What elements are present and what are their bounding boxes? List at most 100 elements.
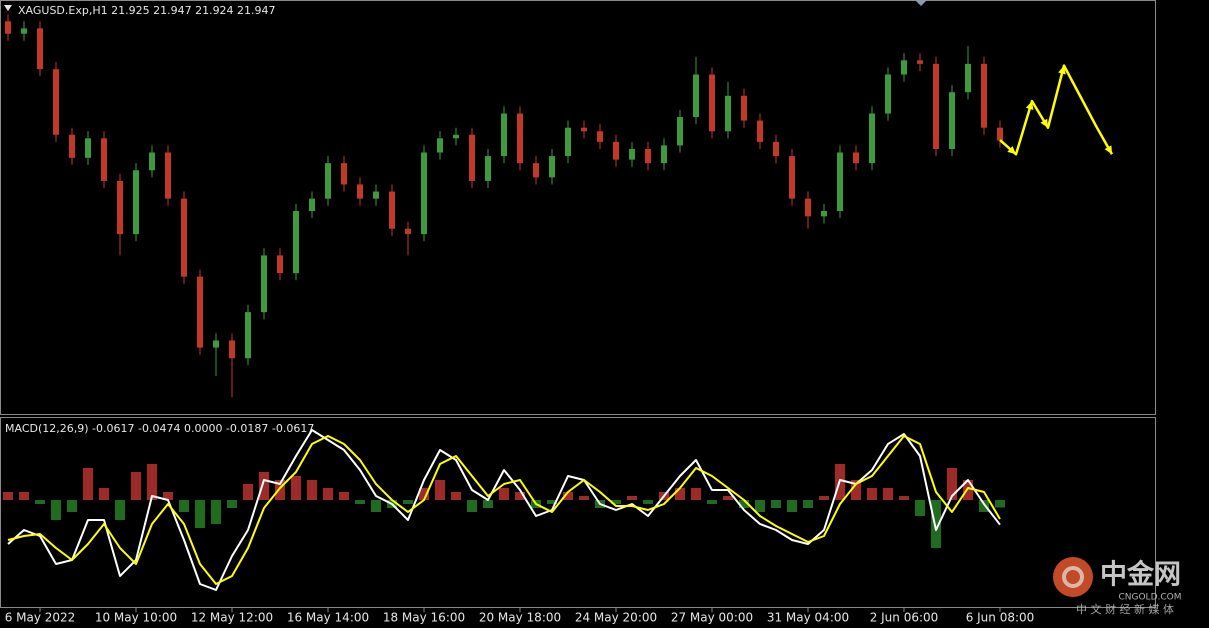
candle-body bbox=[421, 152, 427, 235]
histogram-bar bbox=[67, 500, 77, 512]
candle-body bbox=[37, 28, 43, 70]
candle-body bbox=[853, 152, 859, 164]
candle-body bbox=[773, 141, 779, 157]
candle-body bbox=[21, 28, 27, 34]
histogram-bar bbox=[275, 480, 285, 500]
candle-body bbox=[213, 340, 219, 348]
histogram-bar bbox=[995, 500, 1005, 508]
candle-body bbox=[277, 255, 283, 274]
candle-body bbox=[181, 198, 187, 277]
x-tick-label: 18 May 16:00 bbox=[383, 611, 465, 625]
candle-body bbox=[117, 180, 123, 235]
histogram-bar bbox=[35, 500, 45, 504]
x-tick-label: 2 Jun 06:00 bbox=[870, 611, 939, 625]
x-tick-label: 31 May 04:00 bbox=[767, 611, 849, 625]
histogram-bar bbox=[147, 464, 157, 500]
candle-body bbox=[517, 113, 523, 164]
candle-body bbox=[725, 95, 731, 132]
main-panel bbox=[0, 0, 1156, 415]
candle-body bbox=[597, 131, 603, 142]
histogram-bar bbox=[947, 468, 957, 500]
watermark-name: 中金网 bbox=[1100, 559, 1181, 591]
candle-body bbox=[245, 312, 251, 359]
histogram-bar bbox=[979, 500, 989, 512]
histogram-bar bbox=[739, 500, 749, 508]
histogram-bar bbox=[83, 468, 93, 500]
histogram-bar bbox=[883, 488, 893, 500]
shift-marker bbox=[915, 0, 927, 6]
candle-body bbox=[229, 340, 235, 359]
histogram-bar bbox=[563, 492, 573, 500]
candle-body bbox=[885, 74, 891, 114]
candle-body bbox=[821, 211, 827, 217]
candle-body bbox=[469, 134, 475, 181]
candle-body bbox=[101, 138, 107, 181]
x-tick-label: 16 May 14:00 bbox=[287, 611, 369, 625]
candle-body bbox=[293, 211, 299, 274]
histogram-bar bbox=[403, 500, 413, 504]
macd-panel bbox=[0, 417, 1156, 608]
histogram-bar bbox=[243, 484, 253, 500]
candle-body bbox=[661, 145, 667, 164]
histogram-bar bbox=[467, 500, 477, 512]
arrow-head bbox=[1058, 65, 1066, 75]
histogram-bar bbox=[131, 472, 141, 500]
x-tick-label: 20 May 18:00 bbox=[479, 611, 561, 625]
candle-body bbox=[309, 198, 315, 212]
candle-body bbox=[965, 63, 971, 93]
histogram-bar bbox=[787, 500, 797, 512]
histogram-bar bbox=[851, 480, 861, 500]
histogram-bar bbox=[579, 496, 589, 500]
histogram-bar bbox=[3, 492, 13, 500]
candle-body bbox=[85, 138, 91, 158]
watermark-logo-swirl bbox=[1062, 566, 1084, 588]
watermark-tagline: 中 文 财 经 新 媒 体 bbox=[1076, 602, 1174, 616]
forecast-path bbox=[999, 64, 1114, 156]
marks-layer bbox=[3, 14, 1114, 591]
watermark-site: CNGOLD.COM bbox=[1118, 593, 1181, 603]
x-tick-label: 27 May 00:00 bbox=[671, 611, 753, 625]
histogram-bar bbox=[99, 488, 109, 500]
histogram-bar bbox=[451, 492, 461, 500]
candle-body bbox=[437, 138, 443, 153]
candle-body bbox=[325, 163, 331, 199]
grid-layer bbox=[39, 608, 1001, 612]
histogram-bar bbox=[323, 488, 333, 500]
candle-body bbox=[533, 163, 539, 178]
arrow-head bbox=[1040, 118, 1048, 128]
menu-arrow[interactable] bbox=[4, 5, 12, 11]
candle-body bbox=[149, 152, 155, 171]
histogram-bar bbox=[691, 488, 701, 500]
histogram-bar bbox=[867, 488, 877, 500]
histogram-bar bbox=[51, 500, 61, 520]
macd-line bbox=[7, 429, 1001, 591]
histogram-bar bbox=[499, 488, 509, 500]
candle-body bbox=[677, 117, 683, 146]
candle-body bbox=[613, 141, 619, 160]
histogram-bar bbox=[163, 492, 173, 500]
histogram-bar bbox=[643, 500, 653, 504]
histogram-bar bbox=[931, 500, 941, 548]
candle-body bbox=[341, 163, 347, 185]
candle-body bbox=[757, 120, 763, 142]
histogram-bar bbox=[515, 492, 525, 500]
candle-body bbox=[485, 156, 491, 181]
candle-body bbox=[805, 198, 811, 217]
histogram-bar bbox=[371, 500, 381, 512]
histogram-bar bbox=[899, 496, 909, 500]
candle-body bbox=[549, 156, 555, 178]
watermark: 中金网 CNGOLD.COM 中 文 财 经 新 媒 体 bbox=[1053, 557, 1182, 616]
histogram-bar bbox=[627, 496, 637, 500]
histogram-bar bbox=[611, 500, 621, 504]
histogram-bar bbox=[707, 500, 717, 504]
histogram-bar bbox=[291, 476, 301, 500]
histogram-bar bbox=[179, 500, 189, 512]
macd-title: MACD(12,26,9) -0.0617 -0.0474 0.0000 -0.… bbox=[5, 422, 314, 435]
candle-body bbox=[261, 255, 267, 313]
candle-body bbox=[165, 152, 171, 199]
candle-body bbox=[629, 148, 635, 160]
candle-body bbox=[133, 170, 139, 235]
histogram-bar bbox=[547, 500, 557, 504]
